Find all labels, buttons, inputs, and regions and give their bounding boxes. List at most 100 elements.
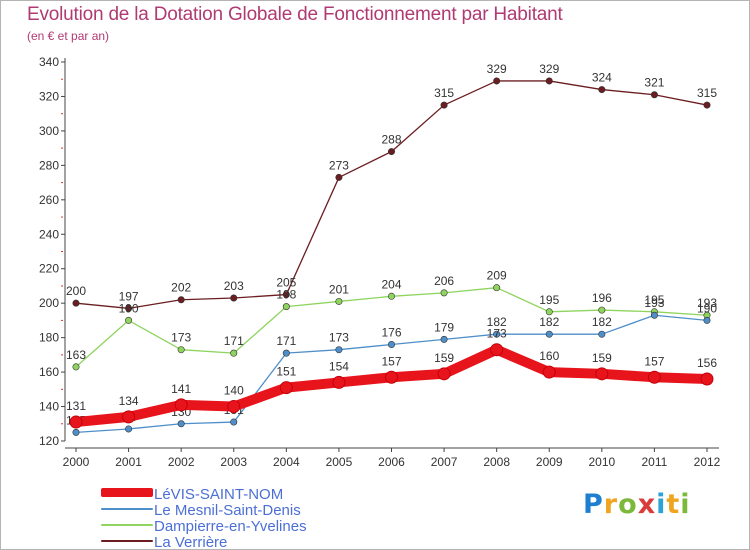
data-label: 205 [276, 276, 296, 290]
y-tick-label: 180 [39, 331, 59, 345]
data-point [545, 308, 553, 316]
data-label: 160 [539, 349, 559, 363]
data-point [490, 343, 504, 357]
data-point [177, 420, 185, 428]
data-label: 140 [224, 384, 244, 398]
data-label: 329 [487, 62, 507, 76]
data-point [542, 365, 556, 379]
data-label: 171 [224, 334, 244, 348]
data-point [598, 330, 606, 338]
data-label: 159 [434, 351, 454, 365]
data-label: 190 [119, 301, 139, 315]
data-point [335, 297, 343, 305]
logo-letter: r [603, 489, 619, 520]
data-point [282, 291, 290, 299]
y-tick-label: 240 [39, 227, 59, 241]
data-label: 209 [487, 269, 507, 283]
legend-label: La Verrière [154, 534, 228, 550]
logo-letter: t [666, 489, 681, 520]
data-point [227, 400, 241, 414]
data-point [440, 101, 448, 109]
data-point [332, 375, 346, 389]
data-point [493, 77, 501, 85]
data-point [282, 349, 290, 357]
logo-letter: o [618, 489, 638, 520]
y-tick-label: 320 [39, 89, 59, 103]
data-point [703, 316, 711, 324]
x-tick-label: 2009 [536, 455, 563, 469]
data-label: 201 [329, 282, 349, 296]
data-point [545, 330, 553, 338]
data-point [650, 91, 658, 99]
data-label: 198 [276, 288, 296, 302]
data-point [387, 341, 395, 349]
data-label: 202 [171, 281, 191, 295]
data-label: 321 [644, 76, 664, 90]
data-label: 324 [592, 71, 612, 85]
chart-title: Evolution de la Dotation Globale de Fonc… [27, 4, 563, 25]
data-label: 134 [119, 394, 139, 408]
data-point [72, 299, 80, 307]
data-label: 273 [329, 158, 349, 172]
x-tick-label: 2004 [273, 455, 300, 469]
x-tick-label: 2005 [326, 455, 353, 469]
data-label: 159 [592, 351, 612, 365]
chart-subtitle: (en € et par an) [27, 29, 110, 43]
data-label: 151 [276, 365, 296, 379]
legend-swatch-mesnil [101, 508, 153, 510]
data-point [440, 335, 448, 343]
y-tick-label: 200 [39, 296, 59, 310]
y-tick-label: 120 [39, 434, 59, 448]
x-tick-label: 2001 [115, 455, 142, 469]
data-point [595, 367, 609, 381]
x-tick-label: 2010 [588, 455, 615, 469]
x-tick-label: 2011 [642, 455, 668, 469]
data-point [598, 86, 606, 94]
y-tick-label: 220 [39, 262, 59, 276]
data-point [387, 148, 395, 156]
legend-swatch-levis [101, 488, 153, 497]
data-label: 315 [697, 86, 717, 100]
data-point [650, 311, 658, 319]
data-point [122, 410, 136, 424]
data-label: 171 [276, 334, 296, 348]
data-point [545, 77, 553, 85]
data-point [335, 173, 343, 181]
data-label: 182 [539, 315, 559, 329]
data-label: 182 [487, 315, 507, 329]
data-point [125, 316, 133, 324]
data-point [598, 306, 606, 314]
x-tick-label: 2008 [483, 455, 510, 469]
data-label: 196 [592, 291, 612, 305]
data-label: 193 [697, 296, 717, 310]
y-tick-label: 340 [39, 55, 59, 69]
data-point [230, 294, 238, 302]
series-line [75, 80, 708, 310]
logo-letter: x [637, 489, 657, 520]
data-point [177, 296, 185, 304]
data-label: 131 [66, 399, 86, 413]
y-tick-label: 280 [39, 158, 59, 172]
logo-letter: i [680, 489, 691, 520]
x-tick-label: 2006 [378, 455, 405, 469]
data-point [437, 367, 451, 381]
x-tick-label: 2003 [220, 455, 247, 469]
x-tick-label: 2012 [694, 455, 721, 469]
data-point [230, 349, 238, 357]
data-label: 190 [697, 301, 717, 315]
data-label: 173 [329, 331, 349, 345]
x-tick-label: 2007 [431, 455, 458, 469]
data-label: 176 [381, 326, 401, 340]
data-label: 157 [644, 354, 664, 368]
data-point [72, 428, 80, 436]
y-tick-label: 160 [39, 365, 59, 379]
legend-swatch-dampierre [101, 524, 153, 526]
data-label: 182 [592, 315, 612, 329]
data-point [69, 415, 83, 429]
data-point [493, 284, 501, 292]
data-label: 179 [434, 320, 454, 334]
data-label: 193 [644, 296, 664, 310]
legend-swatch-verriere [101, 540, 153, 542]
data-point [174, 398, 188, 412]
